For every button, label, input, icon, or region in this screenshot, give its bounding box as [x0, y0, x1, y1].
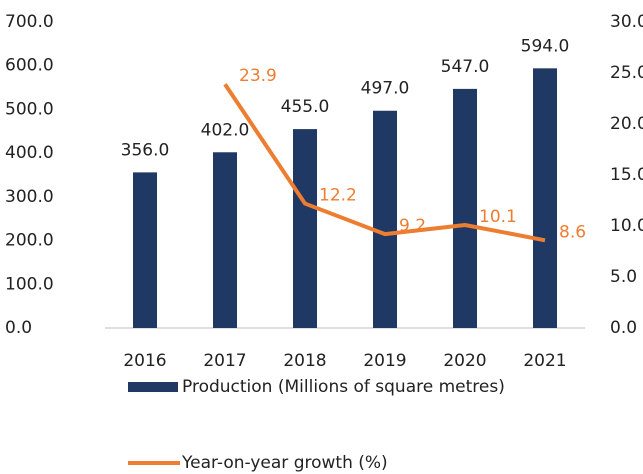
line-value-label: 23.9	[239, 66, 277, 86]
x-tick-label: 2021	[523, 351, 566, 371]
y2-tick-label: 10.0	[610, 216, 643, 236]
x-tick-label: 2019	[363, 351, 406, 371]
legend-label: Production (Millions of square metres)	[182, 377, 505, 397]
bar	[293, 129, 317, 328]
line-value-label: 12.2	[319, 186, 357, 206]
bar-value-label: 402.0	[201, 120, 250, 140]
bar-value-label: 497.0	[361, 79, 410, 99]
bar	[453, 88, 477, 328]
y2-tick-label: 5.0	[610, 267, 637, 287]
y-tick-label: 300.0	[5, 187, 54, 207]
bar	[133, 172, 157, 328]
y2-tick-label: 20.0	[610, 114, 643, 134]
y-tick-label: 500.0	[5, 99, 54, 119]
y-tick-label: 400.0	[5, 143, 54, 163]
y-tick-label: 100.0	[5, 274, 54, 294]
y2-tick-label: 30.0	[610, 12, 643, 32]
y-tick-label: 200.0	[5, 231, 54, 251]
legend-label: Year-on-year growth (%)	[181, 453, 388, 473]
bar	[533, 68, 557, 328]
x-tick-label: 2016	[123, 351, 166, 371]
bar	[213, 152, 237, 328]
y-tick-label: 0.0	[5, 318, 32, 338]
line-value-label: 8.6	[559, 222, 586, 242]
x-tick-label: 2017	[203, 351, 246, 371]
y2-tick-label: 25.0	[610, 63, 643, 83]
bar-value-label: 547.0	[441, 57, 490, 77]
y2-tick-label: 0.0	[610, 318, 637, 338]
growth-line	[223, 83, 546, 243]
y2-tick-label: 15.0	[610, 165, 643, 185]
bar-value-label: 594.0	[521, 36, 570, 56]
y-tick-label: 600.0	[5, 56, 54, 76]
bar-value-label: 356.0	[121, 140, 170, 160]
x-tick-label: 2018	[283, 351, 326, 371]
legend-swatch	[128, 382, 178, 392]
bar-value-label: 455.0	[281, 97, 330, 117]
bar	[373, 110, 397, 329]
x-tick-label: 2020	[443, 351, 486, 371]
line-value-label: 10.1	[479, 207, 517, 227]
y-tick-label: 700.0	[5, 12, 54, 32]
line-value-label: 9.2	[399, 216, 426, 236]
